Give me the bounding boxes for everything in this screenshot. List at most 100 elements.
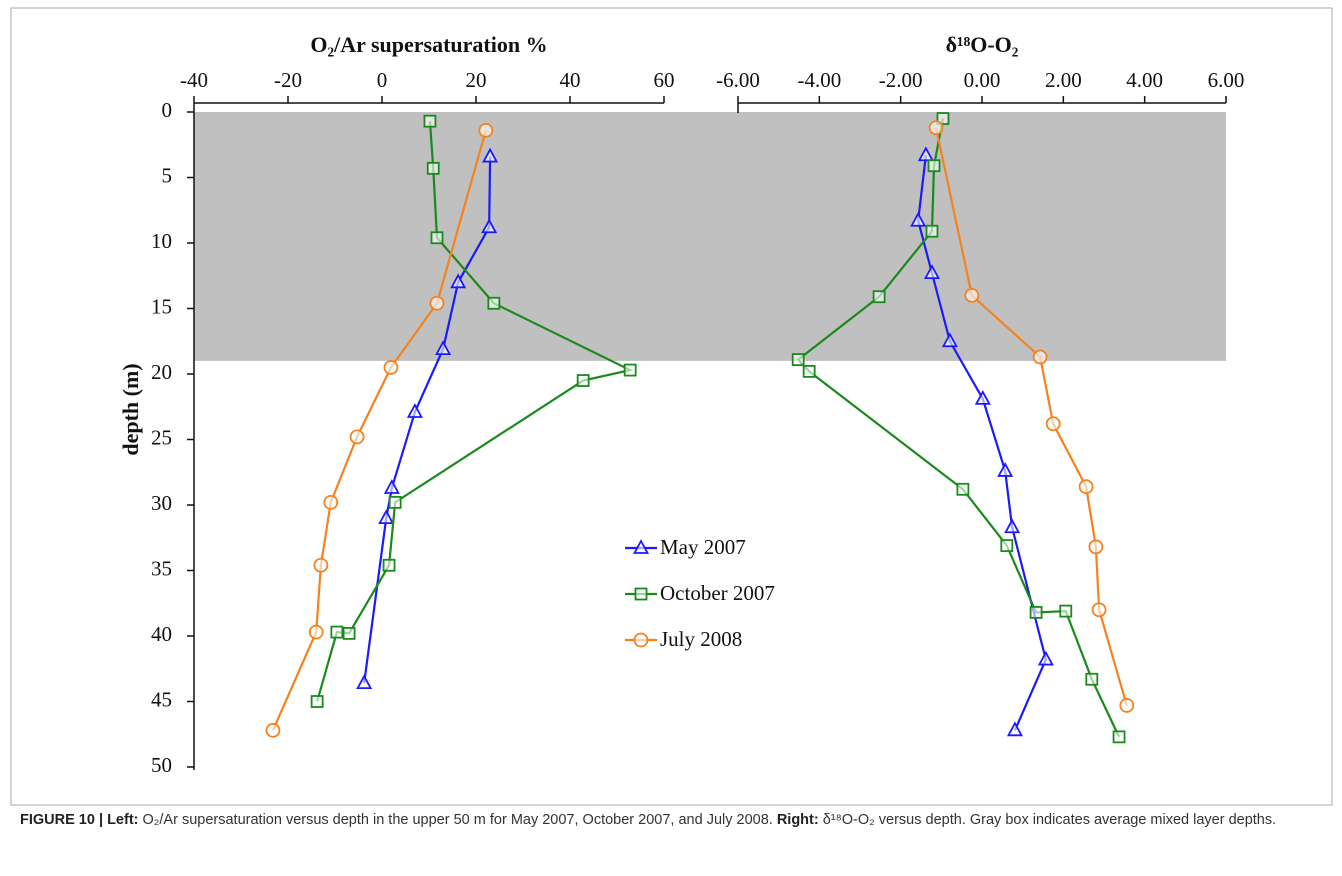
legend-label: May 2007 [660, 535, 746, 559]
legend-label: July 2008 [660, 627, 742, 651]
chart-title: δ¹⁸O-O₂ [946, 32, 1019, 57]
point-marker [917, 146, 934, 162]
x-tick-label: -6.00 [716, 68, 760, 92]
caption-part: O₂/Ar supersaturation versus depth in th… [142, 812, 777, 828]
x-tick-label: 20 [466, 68, 487, 92]
point-marker [265, 722, 281, 738]
y-tick-label: 15 [151, 294, 172, 318]
figure-frame [10, 7, 1333, 806]
point-marker [941, 332, 958, 348]
chart-title: O₂/Ar supersaturation % [310, 32, 547, 57]
point-marker [956, 482, 970, 496]
point-marker [382, 558, 396, 572]
caption-part: δ¹⁸O-O₂ versus depth. Gray box indicates… [822, 812, 1277, 828]
y-tick-label: 25 [151, 425, 172, 449]
x-tick-label: 4.00 [1126, 68, 1163, 92]
point-marker [313, 557, 329, 573]
point-marker [910, 211, 927, 227]
point-marker [1037, 650, 1054, 666]
legend-marker [634, 587, 648, 601]
point-marker [323, 494, 339, 510]
point-marker [1006, 721, 1023, 737]
y-tick-label: 0 [162, 98, 173, 122]
series-line [796, 118, 1121, 738]
caption-part: FIGURE 10 | [20, 812, 108, 828]
point-marker [388, 495, 402, 509]
point-marker [923, 264, 940, 280]
point-marker [997, 462, 1014, 477]
caption-part: Left: [107, 812, 143, 828]
point-marker [406, 403, 423, 418]
point-marker [429, 295, 445, 311]
point-marker [872, 290, 886, 304]
point-marker [482, 147, 499, 163]
point-marker [936, 112, 950, 125]
x-tick-label: -2.00 [879, 68, 923, 92]
point-marker [1029, 606, 1043, 619]
point-marker [356, 674, 373, 690]
point-marker [1004, 518, 1021, 534]
point-marker [330, 625, 344, 639]
point-marker [974, 390, 991, 405]
point-marker [1078, 479, 1094, 495]
point-marker [308, 624, 324, 640]
y-tick-label: 35 [151, 556, 172, 580]
point-marker [927, 159, 941, 173]
y-tick-label: 45 [151, 687, 172, 711]
caption-part: Right: [776, 812, 823, 828]
point-marker [487, 296, 501, 310]
point-marker [478, 122, 494, 138]
point-marker [450, 273, 467, 289]
point-marker [928, 120, 944, 136]
point-marker [1000, 539, 1014, 553]
point-marker [383, 479, 400, 494]
x-tick-label: 0 [377, 68, 388, 92]
y-tick-label: 40 [151, 622, 172, 646]
caption: FIGURE 10 | Left: O₂/Ar supersaturation … [20, 810, 1320, 831]
point-marker [1045, 416, 1061, 432]
point-marker [426, 161, 440, 175]
y-tick-label: 20 [151, 360, 172, 384]
y-tick-label: 30 [151, 491, 172, 515]
point-marker [791, 353, 805, 366]
point-marker [576, 374, 590, 387]
x-tick-label: -20 [274, 68, 302, 92]
point-marker [925, 224, 939, 238]
mixed-layer-box [194, 112, 1226, 361]
point-marker [430, 231, 444, 245]
x-tick-label: -40 [180, 68, 208, 92]
x-tick-label: 6.00 [1208, 68, 1245, 92]
legend-label: October 2007 [660, 581, 775, 605]
point-marker [383, 360, 399, 375]
series-line [934, 127, 1128, 706]
point-marker [342, 626, 356, 640]
point-marker [349, 429, 365, 445]
y-axis-label: depth (m) [118, 363, 143, 455]
point-marker [623, 363, 637, 377]
x-tick-label: 0.00 [964, 68, 1001, 92]
point-marker [481, 218, 498, 234]
y-tick-label: 50 [151, 753, 172, 777]
point-marker [802, 364, 816, 378]
point-marker [1059, 604, 1073, 618]
point-marker [1112, 730, 1126, 744]
y-tick-label: 10 [151, 229, 172, 253]
y-tick-label: 5 [162, 163, 173, 187]
legend-marker [632, 539, 650, 554]
x-tick-label: 40 [560, 68, 581, 92]
point-marker [423, 114, 437, 128]
x-tick-label: 2.00 [1045, 68, 1082, 92]
x-tick-label: -4.00 [797, 68, 841, 92]
point-marker [1085, 672, 1099, 686]
legend-marker [633, 632, 649, 648]
point-marker [1088, 539, 1104, 555]
point-marker [1119, 698, 1135, 713]
point-marker [1091, 602, 1107, 618]
point-marker [378, 509, 395, 524]
point-marker [964, 287, 980, 303]
series-line [271, 130, 487, 731]
point-marker [1032, 349, 1048, 365]
point-marker [310, 695, 324, 708]
